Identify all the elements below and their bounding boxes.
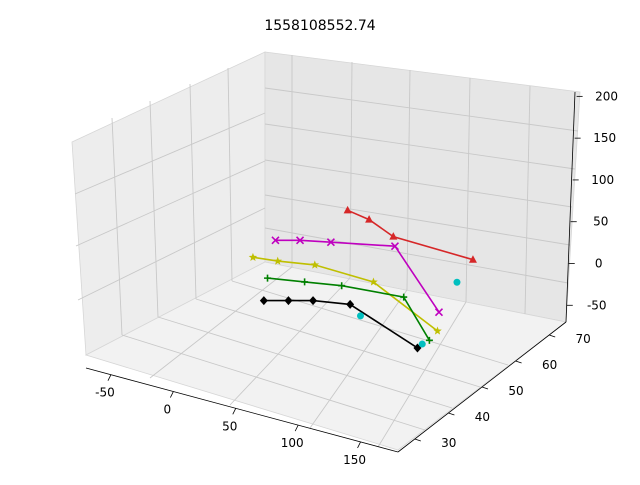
grid-lines (74, 55, 579, 448)
data-point (338, 282, 346, 290)
data-point (468, 255, 477, 263)
x-tick-mark (357, 441, 361, 449)
data-point (365, 215, 374, 223)
z-tick-label: 50 (593, 215, 608, 229)
x-tick-label: 100 (281, 436, 304, 450)
y-tick-mark (414, 438, 421, 442)
y-tick-mark (481, 386, 489, 390)
data-point (389, 232, 398, 240)
data-point (326, 238, 335, 247)
y-tick-label: 60 (542, 358, 557, 372)
x-tick-label: -50 (95, 386, 115, 400)
x-axis-ticks: -50 0 50 100 150 (95, 374, 366, 467)
data-point (343, 205, 352, 214)
x-tick-label: 50 (222, 419, 237, 433)
data-point (400, 293, 408, 301)
data-point (309, 296, 318, 306)
data-point (264, 274, 272, 282)
x-tick-label: 150 (343, 453, 366, 467)
series-0 (343, 205, 477, 263)
data-point (271, 236, 280, 245)
y-axis-ticks: 30 40 50 60 70 (414, 332, 591, 450)
data-point (425, 336, 433, 344)
x-tick-label: 0 (164, 403, 172, 417)
data-point (259, 296, 268, 306)
data-point (310, 260, 320, 269)
y-tick-label: 30 (441, 436, 456, 450)
data-point (356, 312, 364, 320)
z-tick-label: 0 (595, 257, 603, 271)
data-point (434, 308, 444, 317)
y-tick-label: 40 (475, 410, 490, 424)
data-point (295, 236, 305, 245)
data-point (433, 326, 442, 335)
data-point (453, 278, 461, 286)
series-layer (248, 205, 477, 353)
chart-title: 1558108552.74 (264, 18, 375, 34)
y-tick-mark (549, 334, 556, 338)
z-tick-label: 150 (593, 131, 616, 145)
y-tick-mark (448, 412, 455, 416)
series-3 (264, 274, 433, 344)
data-point (301, 278, 309, 286)
data-point (248, 252, 258, 261)
axis-panes (71, 51, 581, 451)
data-point (273, 256, 282, 265)
series-line (347, 209, 474, 261)
series-1 (271, 236, 444, 317)
data-point (418, 340, 426, 348)
z-axis-ticks: -50 0 50 100 150 200 (566, 89, 618, 312)
data-point (284, 296, 293, 306)
x-tick-mark (170, 391, 174, 398)
y-tick-label: 50 (508, 384, 523, 398)
y-tick-mark (515, 360, 522, 364)
x-tick-mark (107, 374, 112, 381)
data-point (390, 242, 400, 251)
z-tick-label: -50 (587, 298, 607, 312)
z-tick-label: 100 (591, 173, 614, 187)
y-tick-label: 70 (576, 332, 591, 346)
series-4 (259, 296, 422, 353)
data-point (369, 277, 378, 286)
x-tick-mark (294, 424, 299, 432)
series-5 (356, 278, 461, 348)
data-point (346, 299, 355, 309)
z-tick-label: 200 (595, 89, 618, 103)
series-2 (248, 252, 442, 335)
x-tick-mark (232, 408, 237, 415)
